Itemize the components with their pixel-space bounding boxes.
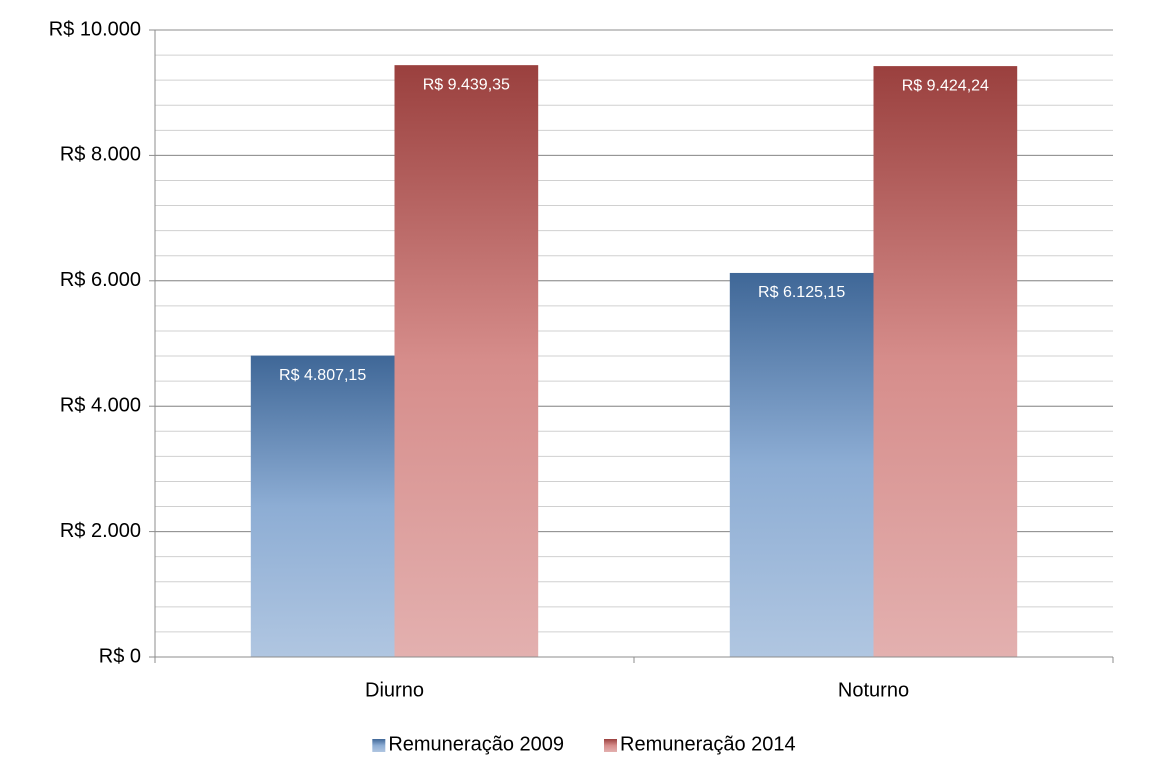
x-tick-label: Noturno <box>838 679 909 701</box>
bar <box>729 272 874 657</box>
y-tick-label: R$ 0 <box>99 645 141 667</box>
value-label: R$ 9.439,35 <box>423 76 510 93</box>
legend-swatch <box>372 739 386 752</box>
bar <box>873 66 1018 657</box>
bar <box>250 355 395 657</box>
y-tick-label: R$ 10.000 <box>49 18 141 40</box>
value-label: R$ 4.807,15 <box>279 367 366 384</box>
y-tick-label: R$ 8.000 <box>60 144 141 166</box>
legend-label: Remuneração 2009 <box>388 733 564 755</box>
x-tick-label: Diurno <box>365 679 424 701</box>
y-tick-label: R$ 4.000 <box>60 394 141 416</box>
value-label: R$ 6.125,15 <box>758 284 845 301</box>
legend-item: Remuneração 2014 <box>604 733 796 755</box>
legend-item: Remuneração 2009 <box>372 733 564 755</box>
y-tick-label: R$ 2.000 <box>60 520 141 542</box>
y-tick-label: R$ 6.000 <box>60 269 141 291</box>
bar <box>394 65 539 657</box>
value-label: R$ 9.424,24 <box>902 77 989 94</box>
legend-swatch <box>604 739 617 752</box>
legend-label: Remuneração 2014 <box>620 733 796 755</box>
